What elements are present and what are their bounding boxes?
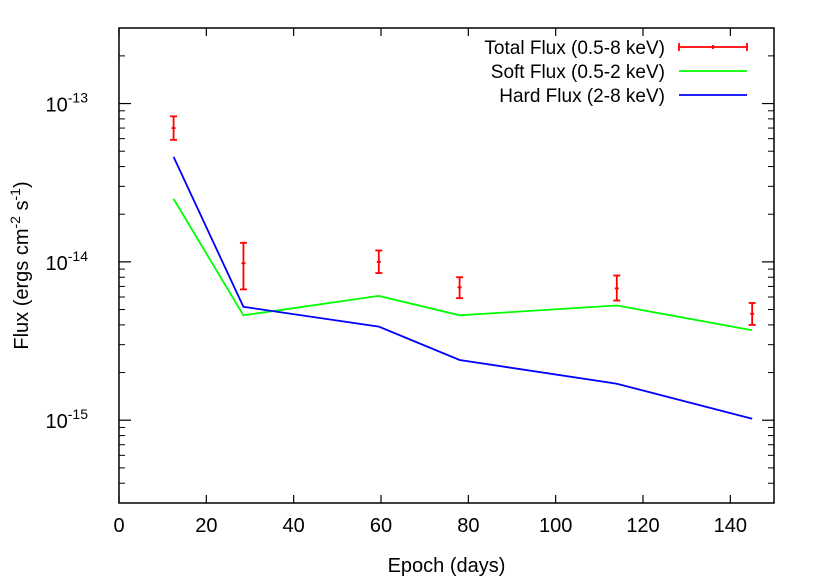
legend: Total Flux (0.5-8 keV) Soft Flux (0.5-2 k… [484,38,748,107]
data-point [170,115,178,141]
y-tick-label: 10-15 [46,406,89,433]
y-label-main: Flux (ergs cm [11,229,33,350]
plot-area [170,115,756,420]
series-line-2 [172,156,753,420]
y-label-end: ) [11,181,33,188]
plot-frame [118,27,775,504]
x-tick-label: 120 [626,515,659,537]
x-tick-label: 0 [113,515,124,537]
x-axis-label: Epoch (days) [388,555,506,577]
y-tick-label: 10-14 [46,248,89,275]
legend-label: Soft Flux (0.5-2 keV) [491,62,665,83]
x-tick-label: 40 [283,515,305,537]
data-point [456,276,464,300]
data-point [748,302,756,326]
y-axis-label: Flux (ergs cm-2 s-1) [7,181,33,349]
x-tick-label: 20 [195,515,217,537]
x-tick-label: 60 [370,515,392,537]
legend-label: Total Flux (0.5-8 keV) [484,38,665,59]
data-point [613,274,621,302]
x-tick-label: 80 [457,515,479,537]
legend-label: Hard Flux (2-8 keV) [499,86,665,107]
data-point [375,249,383,274]
axes: 0 20 40 60 80 100 120 140 10-15 10-14 10-13 [46,28,774,537]
data-point [239,241,247,291]
y-label-sup: -1 [7,188,23,201]
y-label-mid: s [11,200,33,216]
series-line-1 [172,198,753,332]
x-tick-label: 140 [714,515,747,537]
y-tick-label: 10-13 [46,90,89,117]
y-label-sup: -2 [7,216,23,229]
x-tick-label: 100 [539,515,572,537]
